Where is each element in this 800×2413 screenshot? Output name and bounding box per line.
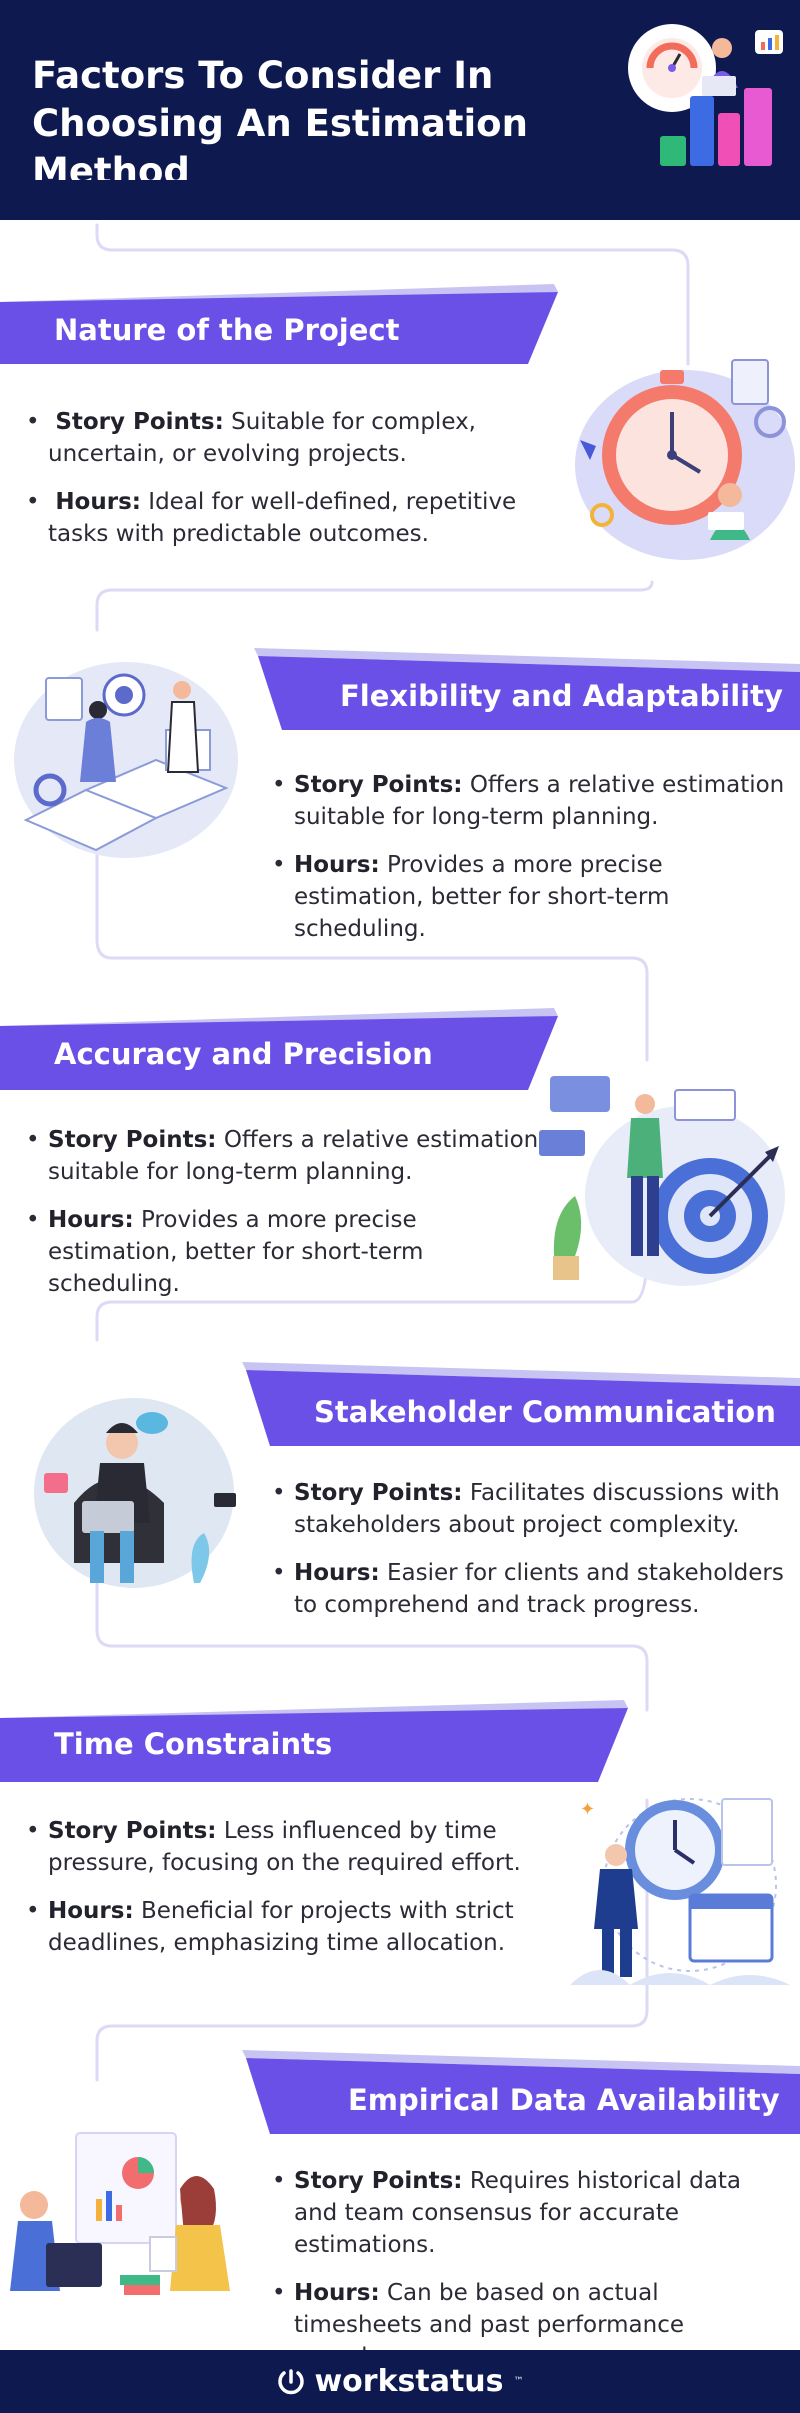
section-title: Empirical Data Availability (348, 2083, 780, 2117)
trademark: ™ (513, 2376, 524, 2387)
section-title: Time Constraints (54, 1727, 333, 1761)
banner-shape (242, 2050, 800, 2134)
item-label: Story Points: (55, 409, 224, 435)
list-item: Story Points: Offers a relative estimati… (272, 769, 792, 833)
list-item: Story Points: Requires historical data a… (272, 2165, 782, 2261)
bullet-list: Story Points: Suitable for complex, unce… (26, 406, 576, 566)
list-item: Hours: Provides a more precise estimatio… (26, 1204, 546, 1300)
workstatus-logo-icon (278, 2368, 305, 2394)
item-label: Story Points: (48, 1818, 217, 1844)
list-item: Story Points: Offers a relative estimati… (26, 1124, 546, 1188)
section-banner-stakeholder: Stakeholder Communication (240, 1362, 800, 1446)
list-item: Hours: Easier for clients and stakeholde… (272, 1557, 794, 1621)
list-item: Hours: Provides a more precise estimatio… (272, 849, 792, 945)
section-banner-flexibility: Flexibility and Adaptability (252, 648, 800, 730)
banner-shape (242, 1362, 800, 1446)
item-label: Hours: (294, 2280, 380, 2306)
banner-shape (254, 648, 800, 730)
item-text: Suitable for complex, uncertain, or evol… (48, 409, 476, 467)
item-text: Offers a relative estimation suitable fo… (294, 772, 785, 830)
list-item: Story Points: Less influenced by time pr… (26, 1815, 586, 1879)
item-text: Less influenced by time pressure, focusi… (48, 1818, 521, 1876)
bullet-list: Story Points: Offers a relative estimati… (26, 1124, 546, 1316)
data-meeting-illustration (10, 2132, 230, 2295)
section-banner-nature: Nature of the Project (0, 284, 560, 364)
item-text: Beneficial for projects with strict dead… (48, 1898, 514, 1956)
section-banner-empirical: Empirical Data Availability (240, 2050, 800, 2134)
banner-shape (0, 1700, 628, 1782)
brand-logo[interactable]: workstatus ™ (276, 2364, 524, 2399)
item-label: Story Points: (294, 2168, 463, 2194)
item-text: Facilitates discussions with stakeholder… (294, 1480, 780, 1538)
list-item: Hours: Ideal for well-defined, repetitiv… (26, 486, 576, 550)
header: Factors To Consider In Choosing An Estim… (0, 0, 800, 220)
bullet-list: Story Points: Less influenced by time pr… (26, 1815, 586, 1975)
section-title: Accuracy and Precision (54, 1037, 433, 1071)
section-title: Flexibility and Adaptability (340, 679, 783, 713)
teamwork-puzzle-illustration (14, 662, 238, 858)
section-title: Stakeholder Communication (314, 1395, 776, 1429)
item-label: Hours: (294, 852, 380, 878)
section-banner-time: Time Constraints (0, 1700, 630, 1782)
item-label: Story Points: (48, 1127, 217, 1153)
bullet-list: Story Points: Facilitates discussions wi… (272, 1477, 794, 1637)
item-label: Hours: (48, 1898, 134, 1924)
banner-shape (0, 284, 558, 364)
header-illustration (628, 24, 783, 166)
item-label: Hours: (48, 1207, 134, 1233)
banner-shape (0, 1008, 558, 1090)
item-label: Hours: (294, 1560, 380, 1586)
list-item: Hours: Beneficial for projects with stri… (26, 1895, 586, 1959)
item-label: Hours: (55, 489, 141, 515)
svg-text:✦: ✦ (580, 1799, 595, 1820)
item-label: Story Points: (294, 772, 463, 798)
page-title: Factors To Consider In Choosing An Estim… (32, 54, 528, 193)
item-text: Provides a more precise estimation, bett… (294, 852, 670, 942)
clock-calendar-illustration: ✦ (570, 1798, 790, 1985)
list-item: Story Points: Suitable for complex, unce… (26, 406, 576, 470)
section-title: Nature of the Project (54, 313, 400, 347)
section-banner-accuracy: Accuracy and Precision (0, 1008, 560, 1090)
header-scallop-edge (0, 180, 800, 215)
list-item: Story Points: Facilitates discussions wi… (272, 1477, 794, 1541)
item-text: Easier for clients and stakeholders to c… (294, 1560, 784, 1618)
bullet-list: Story Points: Offers a relative estimati… (272, 769, 792, 961)
item-label: Story Points: (294, 1480, 463, 1506)
footer: workstatus ™ (0, 2350, 800, 2413)
item-text: Ideal for well-defined, repetitive tasks… (48, 489, 517, 547)
target-businessman-illustration (539, 1076, 785, 1286)
developer-illustration (34, 1398, 236, 1588)
item-text: Requires historical data and team consen… (294, 2168, 742, 2258)
item-text: Offers a relative estimation suitable fo… (48, 1127, 539, 1185)
brand-name: workstatus (314, 2364, 504, 2399)
item-text: Provides a more precise estimation, bett… (48, 1207, 424, 1297)
stopwatch-illustration (575, 359, 795, 560)
